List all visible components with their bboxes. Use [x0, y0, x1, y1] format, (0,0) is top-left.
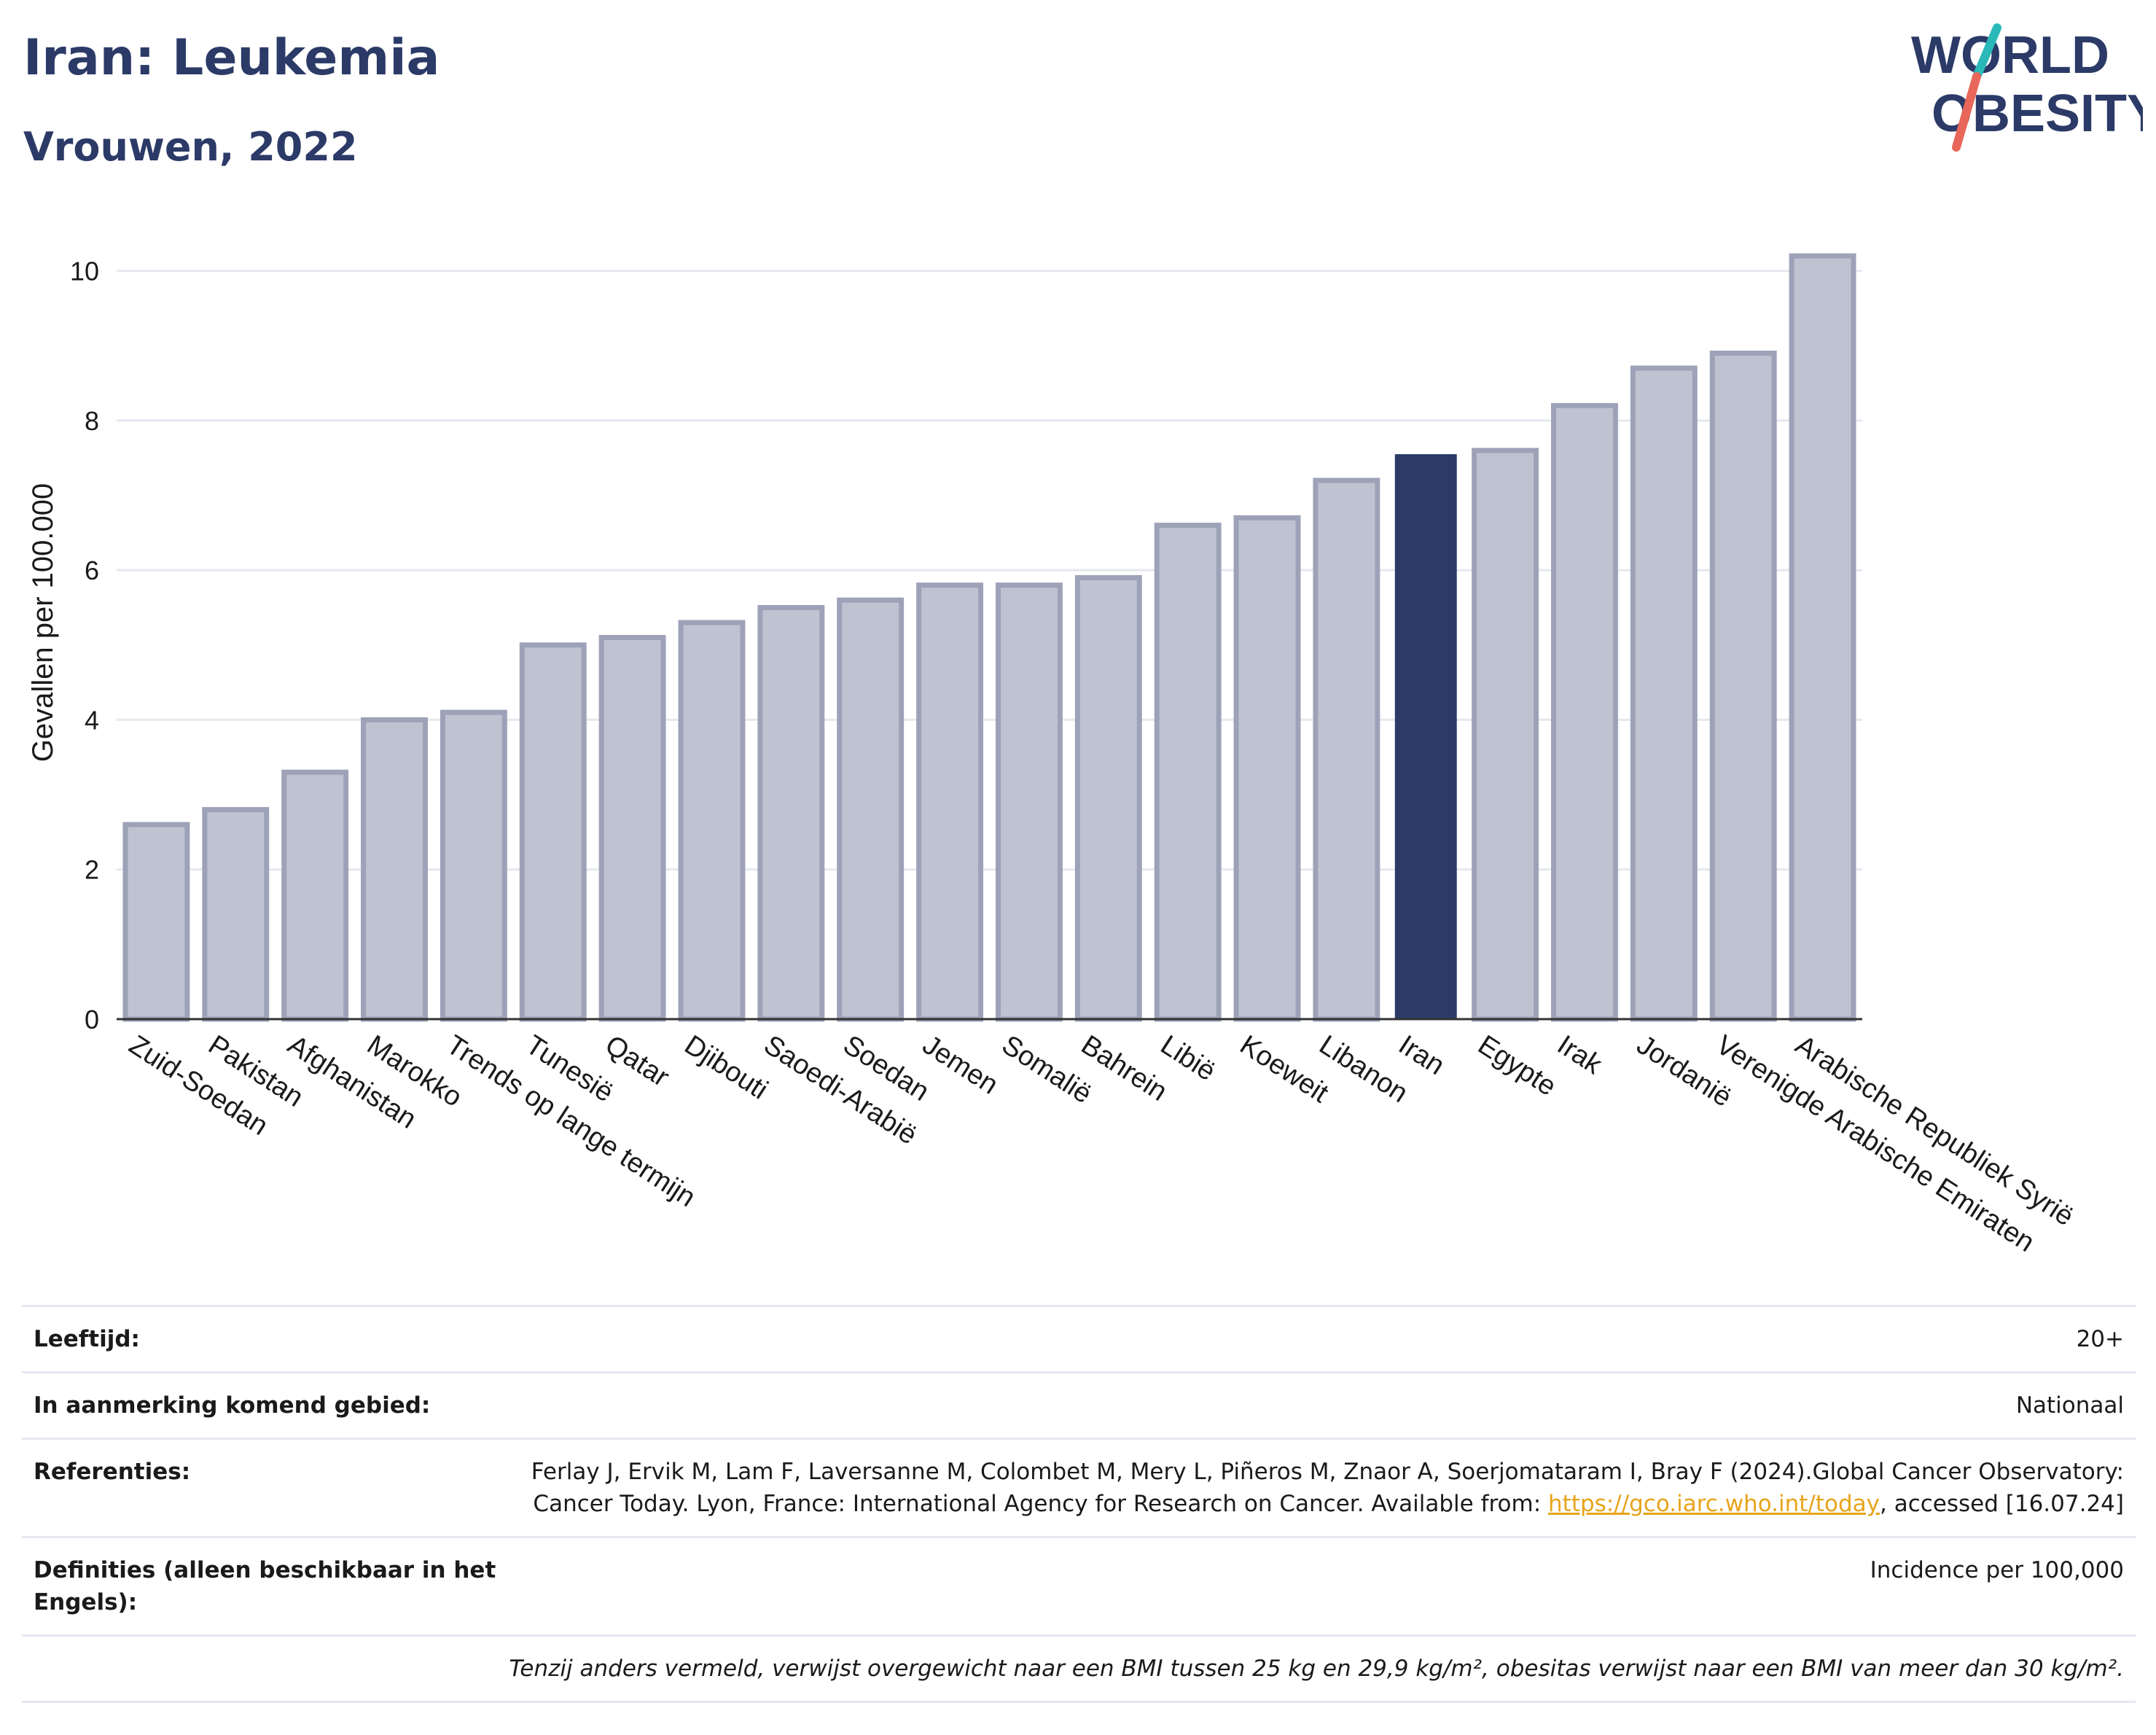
y-tick-label: 10: [70, 257, 99, 286]
area-label: In aanmerking komend gebied:: [34, 1392, 431, 1419]
references-text: Ferlay J, Ervik M, Lam F, Laversanne M, …: [531, 1459, 2124, 1517]
x-tick-label: Libanon: [1313, 1029, 1413, 1109]
area-value: Nationaal: [2015, 1392, 2124, 1419]
bar: [519, 642, 587, 1022]
x-tick-label: Egypte: [1472, 1029, 1561, 1102]
x-tick-label: Iran: [1393, 1029, 1450, 1081]
references-label: Referenties:: [34, 1459, 191, 1485]
references-link[interactable]: https://gco.iarc.who.int/today: [1548, 1491, 1880, 1517]
bar: [995, 582, 1063, 1022]
references-value: Ferlay J, Ervik M, Lam F, Laversanne M, …: [520, 1456, 2124, 1520]
bar: [202, 807, 270, 1022]
bar: [1154, 523, 1222, 1022]
bar: [598, 635, 666, 1022]
bar: [837, 597, 905, 1022]
age-value: 20+: [2076, 1326, 2124, 1352]
bar: [1233, 515, 1301, 1022]
meta-row-definitions: Definities (alleen beschikbaar in het En…: [22, 1536, 2136, 1634]
bar: [1313, 477, 1380, 1022]
x-tick-label: Irak: [1552, 1029, 1608, 1080]
bar: [1472, 448, 1539, 1022]
meta-row-age: Leeftijd: 20+: [22, 1305, 2136, 1371]
bar: [1630, 365, 1698, 1022]
bar: [281, 769, 349, 1022]
x-tick-label: Djibouti: [679, 1029, 773, 1105]
bar: [361, 717, 428, 1022]
x-tick-label: Verenigde Arabische Emiraten: [1711, 1029, 2040, 1258]
bar: [1074, 574, 1142, 1022]
references-accessed: , accessed [16.07.24]: [1879, 1491, 2124, 1517]
logo-line1: WORLD: [1911, 26, 2109, 85]
x-tick-label: Koeweit: [1235, 1029, 1335, 1109]
bar: [678, 620, 746, 1022]
y-tick-label: 4: [85, 705, 99, 735]
y-tick-label: 0: [85, 1005, 99, 1034]
bar: [1789, 253, 1856, 1022]
logo-slash-teal: [1972, 23, 2001, 81]
world-obesity-logo: WORLD OBESITY: [1911, 23, 2143, 152]
bar: [1551, 402, 1618, 1022]
definitions-value: Incidence per 100,000: [1870, 1557, 2124, 1583]
bar: [440, 709, 507, 1022]
bar: [1394, 454, 1457, 1019]
meta-row-area: In aanmerking komend gebied: Nationaal: [22, 1371, 2136, 1438]
age-label: Leeftijd:: [34, 1326, 140, 1352]
logo-slash-red: [1952, 72, 1981, 152]
x-tick-label: Somalië: [996, 1029, 1097, 1110]
page-subtitle: Vrouwen, 2022: [23, 124, 358, 170]
definitions-label: Definities (alleen beschikbaar in het En…: [34, 1557, 496, 1615]
bar: [757, 604, 825, 1022]
bar: [916, 582, 984, 1022]
y-tick-label: 6: [85, 555, 99, 585]
x-tick-label: Bahrein: [1076, 1029, 1173, 1107]
y-tick-label: 8: [85, 406, 99, 436]
x-tick-label: Jemen: [917, 1029, 1004, 1100]
meta-row-footnote: Tenzij anders vermeld, verwijst overgewi…: [22, 1634, 2136, 1703]
bar: [122, 822, 190, 1022]
meta-row-references: Referenties: Ferlay J, Ervik M, Lam F, L…: [22, 1438, 2136, 1536]
bar: [1709, 350, 1777, 1022]
metadata-table: Leeftijd: 20+ In aanmerking komend gebie…: [22, 1305, 2136, 1703]
page-title: Iran: Leukemia: [23, 29, 440, 87]
y-axis-label: Gevallen per 100.000: [27, 483, 59, 763]
y-tick-label: 2: [85, 855, 99, 885]
footnote: Tenzij anders vermeld, verwijst overgewi…: [509, 1656, 2124, 1682]
